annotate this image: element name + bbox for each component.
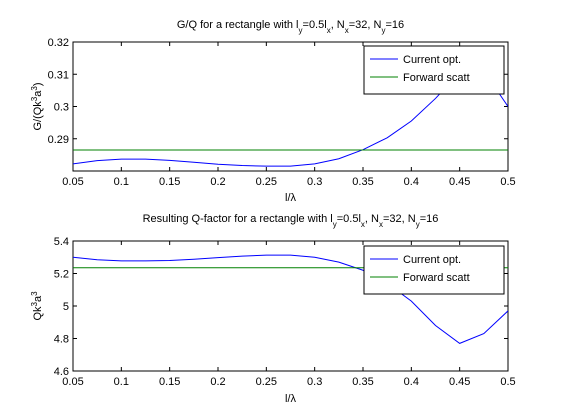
top-chart-title: G/Q for a rectangle with ly=0.5lx, Nx=32… [177, 19, 404, 35]
top-legend: Current opt. Forward scatt [363, 45, 505, 95]
bottom-legend-label: Forward scatt [403, 272, 470, 284]
top-chart: 0.05 0.1 0.15 0.2 0.25 0.3 0.35 0.4 0.45 0.5 0.29 0… [30, 19, 516, 204]
bottom-x-tick-label: 0.3 [307, 376, 322, 388]
bottom-x-tick-label: 0.45 [449, 376, 470, 388]
top-ylabel-script: 3 [30, 96, 39, 101]
bottom-title-script: x [361, 220, 365, 229]
top-x-tick-label: 0.35 [352, 176, 373, 188]
bottom-y-tick-label: 5 [63, 301, 69, 313]
bottom-y-tick-label: 4.8 [54, 334, 69, 346]
bottom-title-part: , N [365, 213, 379, 225]
top-ylabel-part: G/(Qk [32, 101, 44, 131]
top-y-tick-label: 0.31 [48, 69, 69, 81]
bottom-title-part: Resulting Q-factor for a rectangle with … [143, 213, 333, 225]
top-x-tick-label: 0.1 [114, 176, 129, 188]
top-legend-label: Current opt. [403, 54, 461, 66]
top-title-part: =32, N [349, 19, 382, 31]
top-ylabel-script: 3 [30, 86, 39, 91]
bottom-chart-title: Resulting Q-factor for a rectangle with … [143, 213, 439, 229]
top-y-tick-label: 0.29 [48, 134, 69, 146]
top-legend-box [363, 45, 505, 95]
bottom-title-part: =0.5l [337, 213, 361, 225]
bottom-x-tick-label: 0.2 [210, 376, 225, 388]
top-x-tick-label: 0.2 [210, 176, 225, 188]
top-legend-label: Forward scatt [403, 72, 470, 84]
bottom-x-tick-label: 0.05 [62, 376, 83, 388]
bottom-legend: Current opt. Forward scatt [363, 245, 505, 295]
top-x-axis-label: l/λ [285, 192, 297, 204]
top-y-axis-label: G/(Qk3a3) [30, 82, 45, 130]
top-title-script: x [327, 26, 331, 35]
bottom-x-tick-label: 0.15 [159, 376, 180, 388]
top-title-part: =0.5l [303, 19, 327, 31]
top-title-script: x [345, 26, 349, 35]
top-ylabel-part: ) [32, 82, 44, 86]
top-x-tick-label: 0.25 [256, 176, 277, 188]
bottom-x-tick-label: 0.4 [404, 376, 419, 388]
bottom-ylabel-part: a [32, 295, 44, 302]
top-y-tick-label: 0.32 [48, 37, 69, 49]
bottom-ylabel-script: 3 [30, 291, 39, 296]
bottom-y-tick-label: 5.4 [54, 236, 69, 248]
bottom-legend-label: Current opt. [403, 254, 461, 266]
top-x-tick-label: 0.15 [159, 176, 180, 188]
top-title-part: G/Q for a rectangle with l [177, 19, 299, 31]
bottom-ylabel-script: 3 [30, 301, 39, 306]
bottom-title-script: y [416, 220, 420, 229]
bottom-y-axis-label: Qk3a3 [30, 291, 45, 321]
bottom-x-tick-label: 0.5 [500, 376, 515, 388]
top-title-script: y [299, 26, 303, 35]
top-x-tick-label: 0.4 [404, 176, 419, 188]
top-ylabel-part: a [32, 90, 44, 97]
bottom-x-tick-label: 0.1 [114, 376, 129, 388]
top-title-script: y [381, 26, 385, 35]
top-series-current-opt-line [73, 70, 508, 167]
bottom-x-tick-label: 0.25 [256, 376, 277, 388]
top-x-tick-label: 0.05 [62, 176, 83, 188]
bottom-x-axis-label: l/λ [285, 393, 297, 405]
bottom-title-part: =32, N [383, 213, 416, 225]
top-title-part: =16 [385, 19, 404, 31]
top-title-part: , N [331, 19, 345, 31]
top-y-tick-label: 0.3 [54, 102, 69, 114]
bottom-y-tick-label: 4.6 [54, 366, 69, 378]
bottom-legend-box [363, 245, 505, 295]
bottom-ylabel-part: Qk [32, 306, 44, 321]
bottom-chart: 0.05 0.1 0.15 0.2 0.25 0.3 0.35 0.4 0.45 0.5 4.6 4.… [30, 213, 516, 405]
top-x-tick-label: 0.45 [449, 176, 470, 188]
bottom-y-tick-label: 5.2 [54, 269, 69, 281]
bottom-title-part: =16 [420, 213, 439, 225]
bottom-title-script: y [333, 220, 337, 229]
bottom-title-script: x [379, 220, 383, 229]
top-x-tick-label: 0.3 [307, 176, 322, 188]
top-x-tick-label: 0.5 [500, 176, 515, 188]
bottom-x-tick-label: 0.35 [352, 376, 373, 388]
bottom-series-current-opt-line [73, 254, 508, 344]
